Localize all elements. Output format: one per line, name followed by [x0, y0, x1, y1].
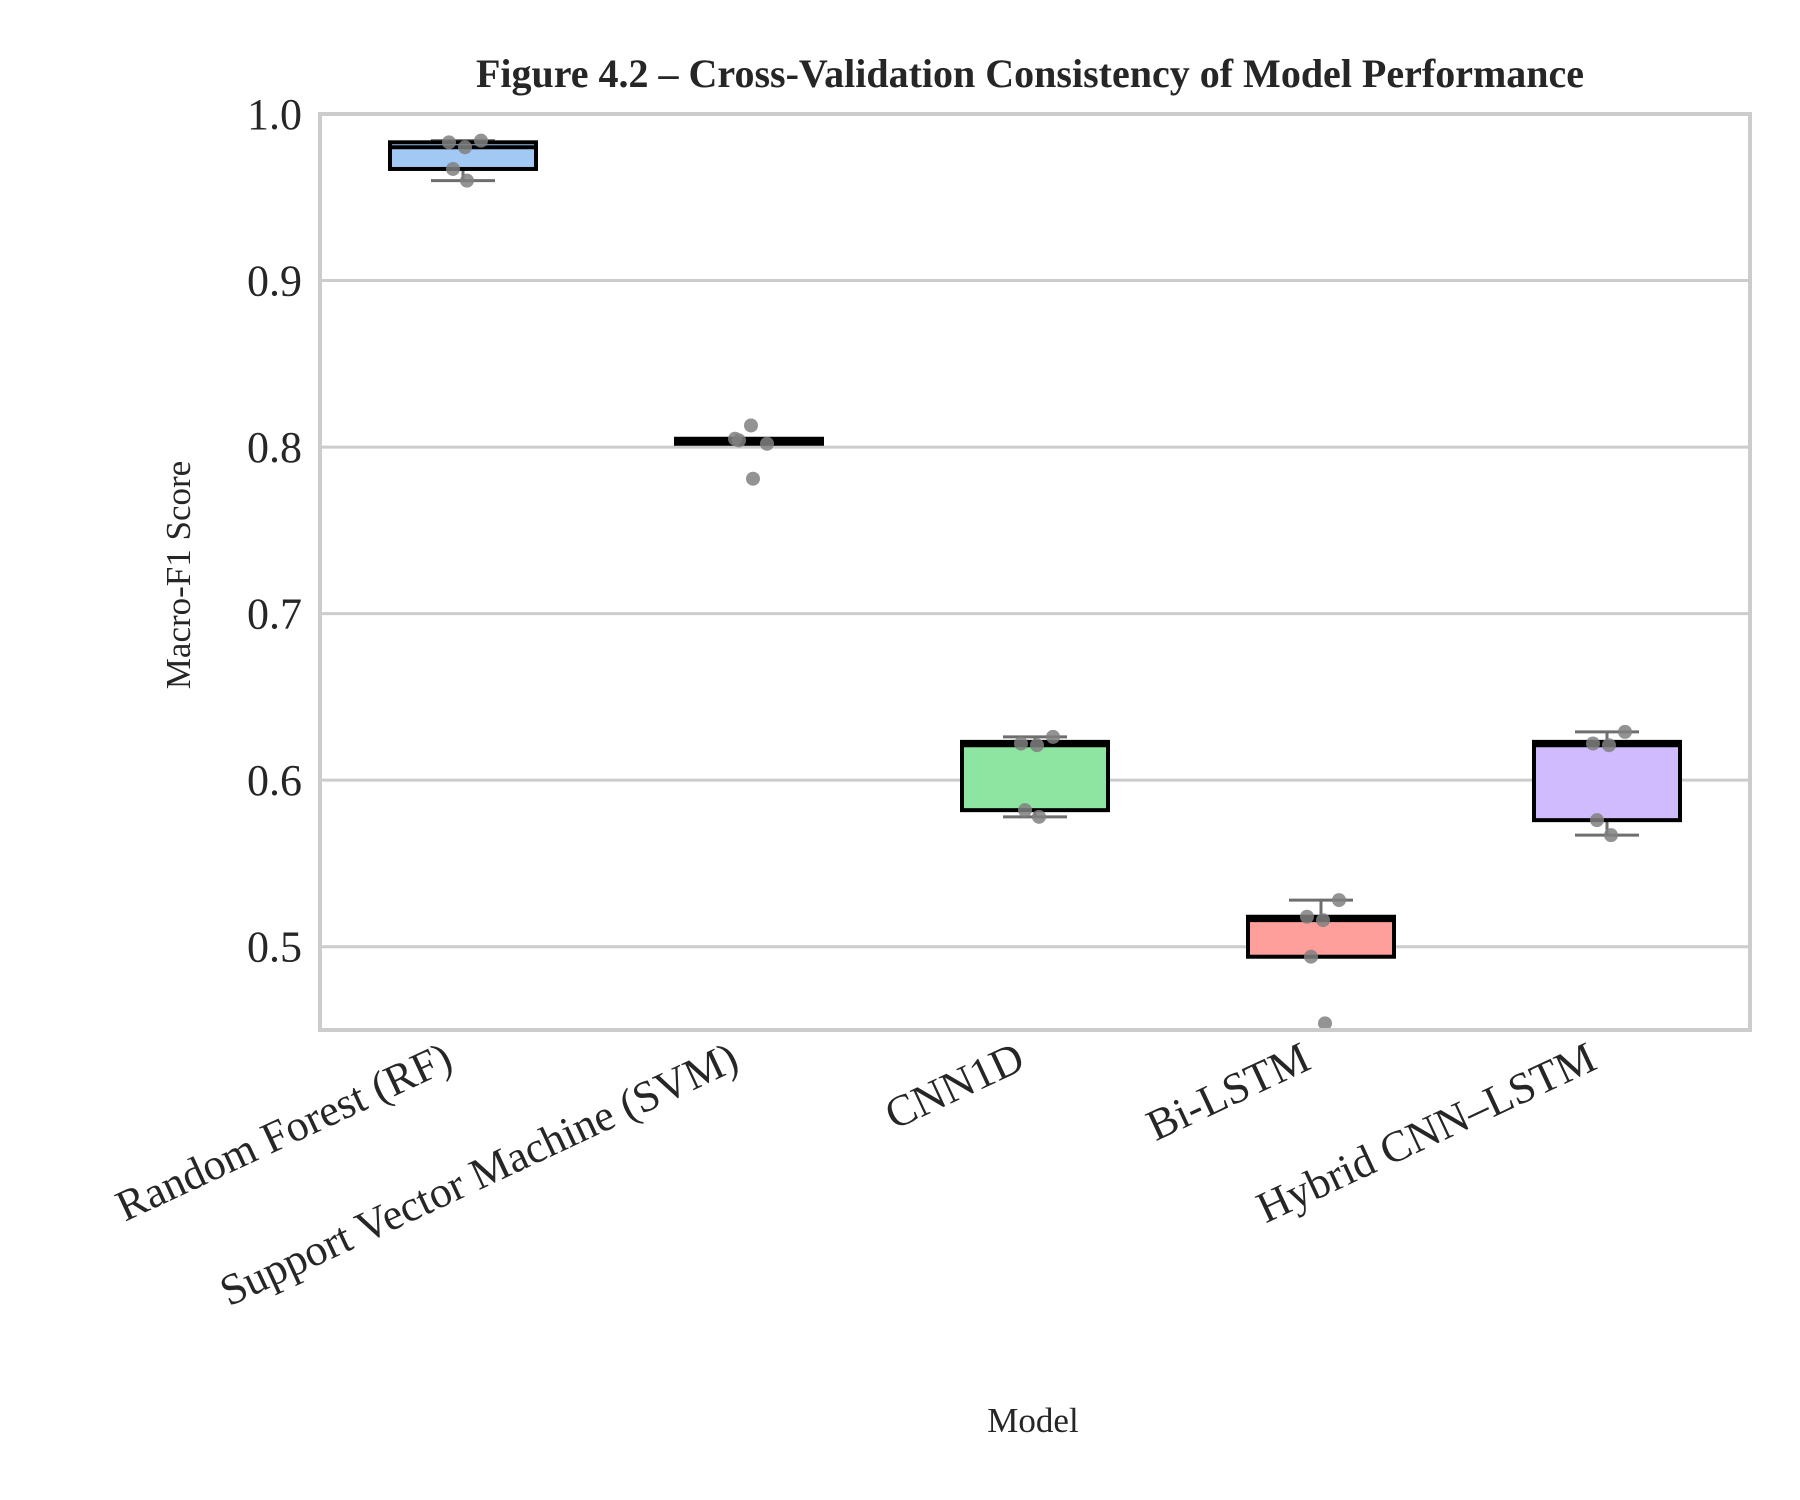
x-tick-labels: Random Forest (RF)Support Vector Machine…	[108, 1033, 1603, 1316]
data-point	[746, 471, 760, 486]
data-points	[442, 133, 1632, 1031]
y-tick-label: 1.0	[247, 90, 302, 139]
y-tick-labels: 0.5 0.6 0.7 0.8 0.9 1.0	[247, 90, 302, 972]
x-tick-label: Bi-LSTM	[1139, 1033, 1317, 1151]
data-point	[1030, 738, 1044, 753]
plot-frame	[318, 112, 1752, 1032]
y-tick-label: 0.8	[247, 423, 302, 472]
data-point	[1586, 736, 1600, 751]
data-point	[442, 135, 456, 150]
data-point	[1618, 724, 1632, 739]
data-point	[460, 173, 474, 188]
box	[1532, 739, 1682, 823]
data-point	[744, 418, 758, 433]
data-point	[458, 140, 472, 155]
data-point	[1032, 809, 1046, 824]
whiskers	[431, 139, 1639, 959]
x-tick-label: Support Vector Machine (SVM)	[212, 1033, 745, 1316]
data-point	[446, 161, 460, 176]
data-point	[1332, 893, 1346, 908]
data-point	[732, 433, 746, 448]
data-point	[1046, 729, 1060, 744]
data-point	[1018, 803, 1032, 818]
y-tick-label: 0.5	[247, 923, 302, 972]
y-tick-label: 0.9	[247, 257, 302, 306]
chart-title: Figure 4.2 – Cross-Validation Consistenc…	[476, 51, 1584, 96]
data-point	[760, 436, 774, 451]
y-tick-label: 0.6	[247, 756, 302, 805]
data-point	[1300, 909, 1314, 924]
data-point	[1304, 949, 1318, 964]
x-axis-label: Model	[987, 1401, 1079, 1440]
data-point	[1014, 736, 1028, 751]
data-point	[1590, 813, 1604, 828]
data-point	[1602, 738, 1616, 753]
data-point	[474, 133, 488, 148]
y-axis-label: Macro-F1 Score	[159, 461, 198, 689]
y-tick-label: 0.7	[247, 590, 302, 639]
data-point	[1316, 913, 1330, 928]
boxes	[388, 140, 1682, 959]
box	[960, 739, 1110, 813]
data-point	[1604, 828, 1618, 843]
x-tick-label: CNN1D	[878, 1033, 1032, 1139]
data-point	[1318, 1016, 1332, 1031]
